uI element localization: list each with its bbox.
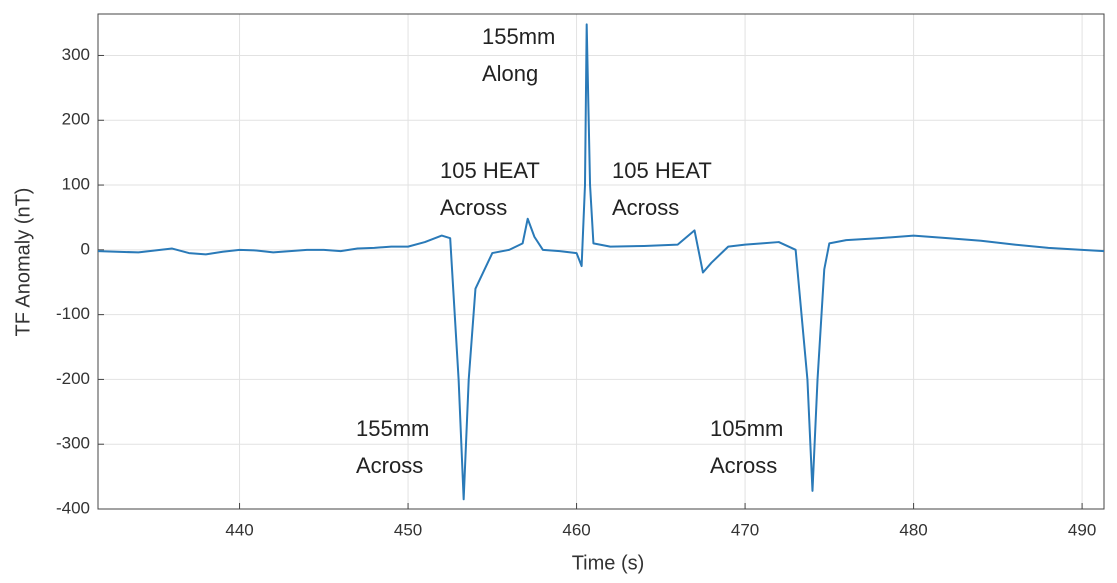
annotation: Along bbox=[482, 61, 538, 86]
annotation: Across bbox=[710, 453, 777, 478]
y-axis-label: TF Anomaly (nT) bbox=[12, 188, 34, 337]
annotation: Across bbox=[440, 195, 507, 220]
x-tick-label: 460 bbox=[562, 520, 590, 539]
y-tick-label: -400 bbox=[56, 498, 90, 517]
annotation: 105 HEAT bbox=[440, 158, 540, 183]
x-axis-label: Time (s) bbox=[572, 552, 645, 574]
y-tick-label: -200 bbox=[56, 369, 90, 388]
x-tick-label: 480 bbox=[899, 520, 927, 539]
annotation: 155mm bbox=[356, 416, 429, 441]
y-tick-label: 200 bbox=[62, 110, 90, 129]
annotation: Across bbox=[612, 195, 679, 220]
x-tick-label: 450 bbox=[394, 520, 422, 539]
x-tick-label: 440 bbox=[225, 520, 253, 539]
x-tick-label: 470 bbox=[731, 520, 759, 539]
y-tick-label: 300 bbox=[62, 45, 90, 64]
annotation: 105mm bbox=[710, 416, 783, 441]
y-tick-label: 0 bbox=[81, 239, 90, 258]
y-tick-label: -300 bbox=[56, 434, 90, 453]
data-line bbox=[97, 23, 1105, 501]
annotation: Across bbox=[356, 453, 423, 478]
plot-frame bbox=[97, 13, 1105, 510]
x-tick-label: 490 bbox=[1068, 520, 1096, 539]
y-tick-label: 100 bbox=[62, 175, 90, 194]
annotation: 155mm bbox=[482, 24, 555, 49]
annotation: 105 HEAT bbox=[612, 158, 712, 183]
y-tick-label: -100 bbox=[56, 304, 90, 323]
